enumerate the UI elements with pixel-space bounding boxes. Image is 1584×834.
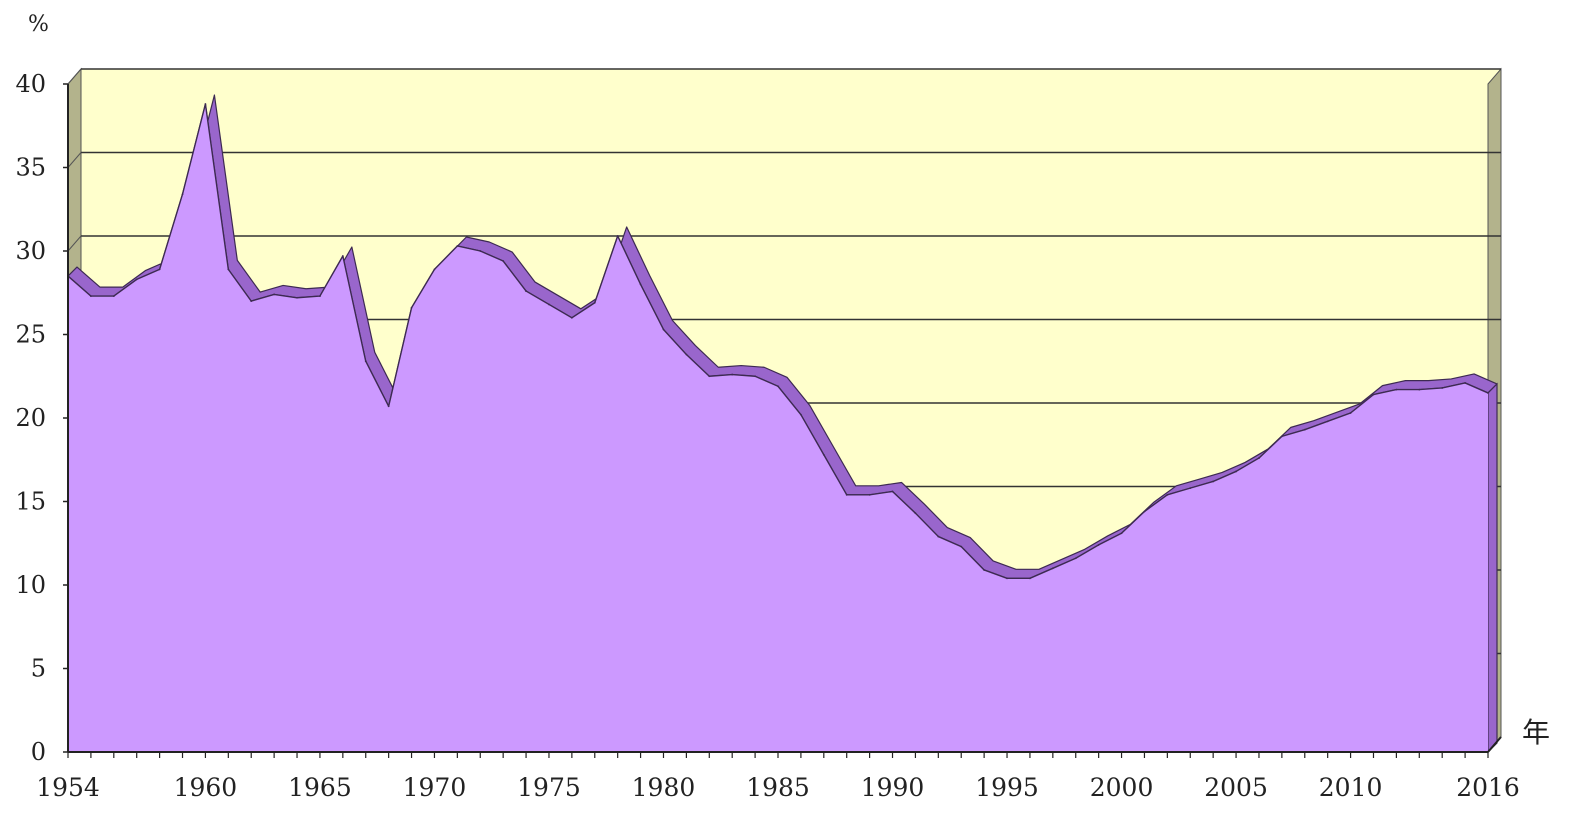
x-tick-label: 1985	[746, 773, 810, 802]
x-tick-label: 2000	[1090, 773, 1154, 802]
y-tick-label: 20	[15, 404, 46, 432]
x-tick-label: 1980	[632, 773, 696, 802]
x-tick-label: 1975	[517, 773, 581, 802]
x-tick-label: 1965	[288, 773, 352, 802]
gridline-side	[67, 152, 82, 168]
y-tick-label: 35	[15, 154, 46, 182]
x-tick-label: 1990	[861, 773, 925, 802]
area-outline	[67, 103, 1489, 580]
x-tick-label: 1954	[36, 773, 100, 802]
x-tick-label: 2016	[1456, 773, 1520, 802]
y-tick-label: 5	[31, 655, 46, 683]
y-tick-label: 40	[15, 70, 46, 98]
gridline-side	[67, 68, 82, 85]
y-axis-label: %	[28, 12, 49, 37]
x-tick-label: 1960	[174, 773, 238, 802]
y-tick-label: 15	[15, 488, 46, 516]
area-end-face	[1487, 382, 1498, 754]
x-tick-label: 1995	[975, 773, 1039, 802]
x-tick-label: 2010	[1319, 773, 1383, 802]
gridline-side	[67, 235, 82, 252]
x-tick-label: 1970	[403, 773, 467, 802]
y-tick-label: 0	[31, 738, 46, 766]
y-tick-label: 10	[15, 571, 46, 599]
x-axis-depth	[1487, 736, 1502, 753]
x-axis-label: 年	[1522, 716, 1550, 749]
area-series	[68, 104, 1488, 753]
y-tick-label: 30	[15, 237, 46, 265]
y-tick-label: 25	[15, 321, 46, 349]
x-tick-label: 2005	[1204, 773, 1268, 802]
